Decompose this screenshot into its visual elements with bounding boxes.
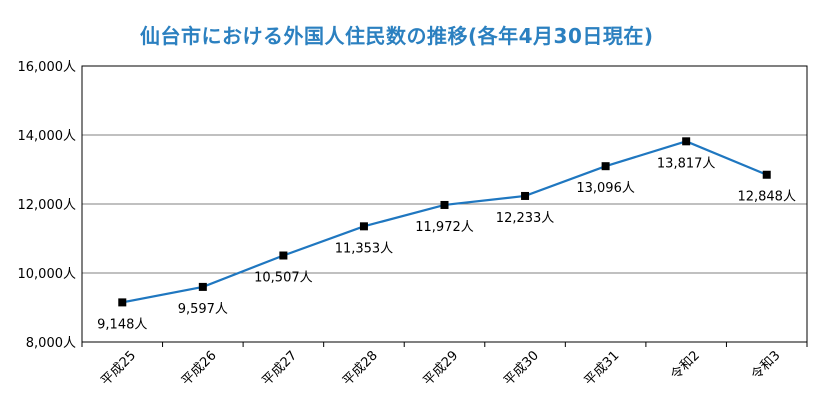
y-axis-ticks: 8,000人 10,000人 12,000人 14,000人 16,000人 <box>18 60 77 351</box>
data-label: 13,096人 <box>576 181 635 196</box>
data-point <box>601 162 610 171</box>
data-label: 11,972人 <box>415 220 474 235</box>
data-point <box>198 282 207 291</box>
data-point <box>762 170 771 179</box>
data-labels: 9,148人 9,597人 10,507人 11,353人 11,972人 12,233人… <box>97 156 796 332</box>
data-label: 12,233人 <box>496 211 555 226</box>
x-tick-label: 平成26 <box>179 348 220 389</box>
data-label: 12,848人 <box>737 190 796 205</box>
series-markers <box>118 137 771 307</box>
x-tick-label: 平成25 <box>98 348 139 389</box>
x-tick-label: 平成29 <box>421 348 462 389</box>
data-label: 11,353人 <box>335 241 394 256</box>
data-label: 9,597人 <box>178 302 228 317</box>
data-point <box>279 251 288 260</box>
y-tick-label: 8,000人 <box>26 336 76 351</box>
x-axis-ticks: 平成25 平成26 平成27 平成28 平成29 平成30 平成31 令和2 令和3 <box>81 342 808 389</box>
data-point <box>359 222 368 231</box>
data-point <box>440 200 449 209</box>
y-tick-label: 14,000人 <box>18 129 77 144</box>
y-tick-label: 10,000人 <box>18 267 77 282</box>
x-tick-label: 平成30 <box>501 348 542 389</box>
x-tick-label: 平成27 <box>260 348 301 389</box>
data-point <box>118 298 127 307</box>
data-point <box>682 137 691 146</box>
y-tick-label: 12,000人 <box>18 198 77 213</box>
x-tick-label: 令和2 <box>668 348 703 383</box>
data-label: 13,817人 <box>657 156 716 171</box>
data-label: 9,148人 <box>97 317 147 332</box>
plot-frame <box>81 65 808 343</box>
data-point <box>521 191 530 200</box>
data-label: 10,507人 <box>254 271 313 286</box>
y-tick-label: 16,000人 <box>18 60 77 75</box>
x-tick-label: 平成31 <box>582 348 623 389</box>
chart-title: 仙台市における外国人住民数の推移(各年4月30日現在) <box>140 24 654 48</box>
x-tick-label: 令和3 <box>749 348 784 383</box>
x-tick-label: 平成28 <box>340 348 381 389</box>
